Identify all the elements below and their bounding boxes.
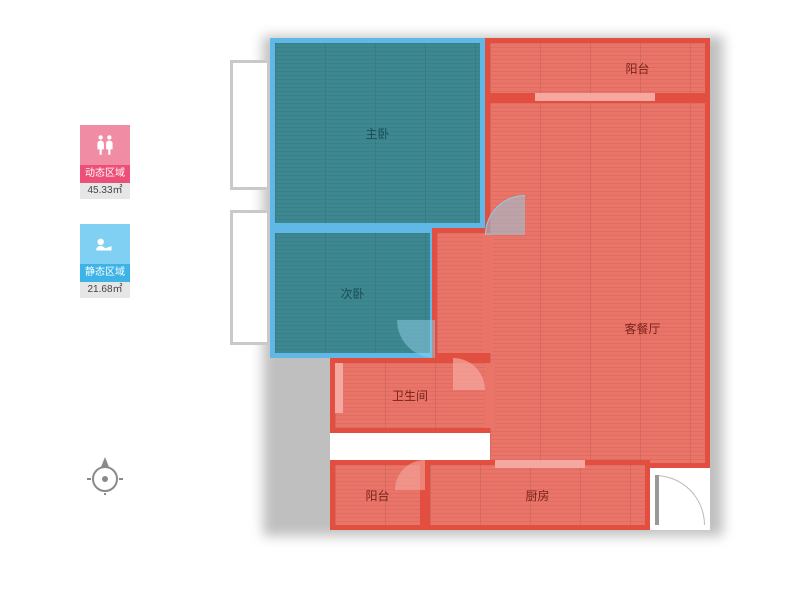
door-second-bedroom: [397, 320, 435, 358]
legend: 动态区域 45.33㎡ 静态区域 21.68㎡: [75, 125, 135, 323]
legend-dynamic: 动态区域 45.33㎡: [75, 125, 135, 199]
corridor-gap: [330, 433, 490, 460]
legend-dynamic-title: 动态区域: [80, 165, 130, 183]
room-living-extension: [432, 228, 490, 358]
legend-static-value: 21.68㎡: [80, 282, 130, 298]
people-icon: [80, 125, 130, 165]
door-bathroom: [453, 358, 485, 390]
legend-dynamic-value: 45.33㎡: [80, 183, 130, 199]
sleep-icon: [80, 224, 130, 264]
legend-static: 静态区域 21.68㎡: [75, 224, 135, 298]
room-label: 阳台: [625, 60, 649, 77]
door-balcony-bottom: [395, 460, 425, 490]
room-master-bedroom: 主卧: [270, 38, 485, 228]
room-label: 次卧: [340, 285, 364, 302]
room-label: 客餐厅: [624, 320, 660, 337]
room-living-dining: 客餐厅: [485, 98, 710, 468]
exterior-balcony-upper: [230, 60, 270, 190]
window-marker: [495, 460, 585, 468]
room-label: 阳台: [365, 487, 389, 504]
room-kitchen: 厨房: [425, 460, 650, 530]
legend-static-title: 静态区域: [80, 264, 130, 282]
room-label: 主卧: [365, 125, 389, 142]
window-marker: [335, 363, 343, 413]
floor-plan: 主卧 次卧 阳台 客餐厅 卫生间 阳台 厨房: [235, 30, 725, 570]
room-balcony-top: 阳台: [485, 38, 710, 98]
exterior-balcony-lower: [230, 210, 270, 345]
seam-cover: [483, 233, 493, 353]
door-master: [485, 195, 525, 235]
compass-icon: [85, 455, 125, 495]
window-marker: [535, 93, 655, 101]
room-label: 厨房: [525, 487, 549, 504]
seam-cover: [485, 363, 495, 428]
room-label: 卫生间: [392, 387, 428, 404]
door-entry: [655, 475, 705, 525]
